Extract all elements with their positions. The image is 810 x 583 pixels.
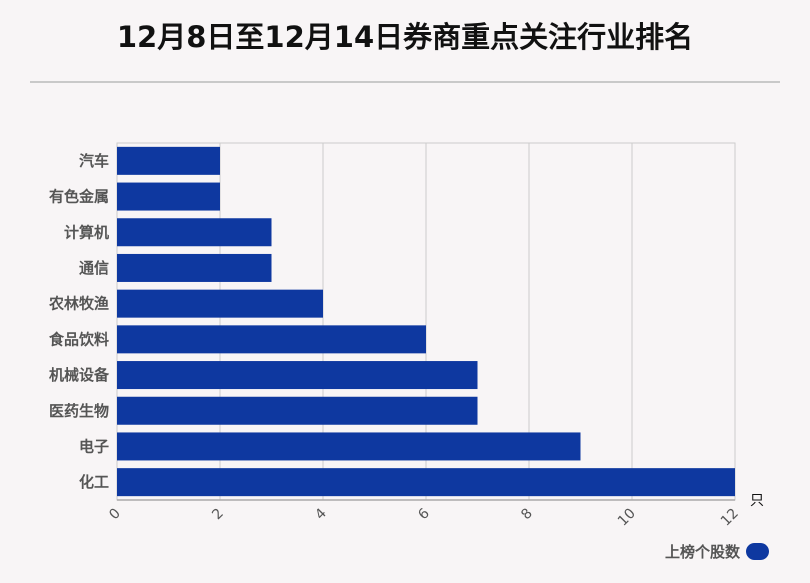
bar xyxy=(117,146,220,175)
bar xyxy=(117,396,478,425)
x-axis-unit-label: 只 xyxy=(750,493,764,509)
legend-swatch xyxy=(746,543,769,560)
title-divider xyxy=(30,81,780,83)
bar xyxy=(117,182,220,211)
x-axis-ticks: 0 2 4 6 8 10 12 xyxy=(106,505,742,529)
bar xyxy=(117,432,581,461)
bar xyxy=(117,289,323,318)
bar xyxy=(117,218,272,247)
x-tick-label: 2 xyxy=(209,506,227,524)
category-label: 计算机 xyxy=(64,223,109,241)
bar xyxy=(117,325,426,354)
bar xyxy=(117,361,478,390)
bar xyxy=(117,468,735,497)
category-label: 农林牧渔 xyxy=(48,295,109,313)
x-tick-label: 8 xyxy=(518,506,536,524)
category-label: 通信 xyxy=(79,259,109,277)
bars xyxy=(117,146,735,497)
legend-label: 上榜个股数 xyxy=(664,543,740,561)
category-label: 化工 xyxy=(79,473,109,491)
x-tick-label: 4 xyxy=(312,505,330,523)
x-tick-label: 12 xyxy=(718,506,742,530)
category-label: 有色金属 xyxy=(49,188,109,206)
category-label: 机械设备 xyxy=(49,366,110,384)
legend: 上榜个股数 xyxy=(665,541,769,562)
chart-title: 12月8日至12月14日券商重点关注行业排名 xyxy=(116,20,694,54)
bar xyxy=(117,253,272,282)
category-label: 医药生物 xyxy=(49,402,109,420)
x-tick-label: 10 xyxy=(615,506,639,530)
category-label: 食品饮料 xyxy=(49,330,109,348)
x-tick-label: 6 xyxy=(415,505,433,523)
category-label: 汽车 xyxy=(79,152,109,170)
category-label: 电子 xyxy=(79,437,109,455)
x-tick-label: 0 xyxy=(106,506,124,524)
